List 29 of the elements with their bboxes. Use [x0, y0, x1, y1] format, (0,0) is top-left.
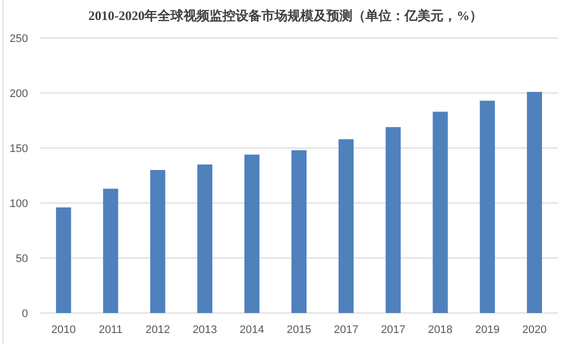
y-tick-label: 0 — [22, 308, 28, 320]
x-tick-label: 2011 — [98, 324, 122, 336]
x-tick-label: 2015 — [286, 324, 312, 336]
x-tick-label: 2014 — [240, 324, 264, 336]
x-tick-label: 2017 — [334, 324, 358, 336]
bar — [432, 112, 448, 313]
bar — [291, 150, 307, 313]
bar — [480, 100, 495, 313]
x-tick-label: 2012 — [145, 324, 170, 336]
bar — [103, 188, 118, 313]
bar — [386, 127, 401, 313]
x-tick-label: 2020 — [522, 324, 547, 336]
y-tick-label: 50 — [16, 253, 28, 265]
bar — [197, 164, 212, 313]
y-tick-label: 200 — [10, 88, 28, 100]
x-tick-label: 2017 — [380, 324, 406, 336]
bar — [244, 154, 260, 313]
x-tick-label: 2018 — [428, 324, 453, 336]
x-tick-label: 2013 — [192, 324, 218, 336]
x-tick-label: 2019 — [475, 324, 500, 336]
x-tick-label: 2010 — [51, 324, 76, 336]
bar — [150, 170, 166, 313]
bar — [56, 207, 72, 313]
y-tick-label: 150 — [10, 143, 28, 155]
chart-title: 2010-2020年全球视频监控设备市场规模及预测（单位：亿美元，%） — [88, 8, 483, 23]
y-tick-label: 100 — [10, 198, 28, 210]
bar — [526, 92, 542, 313]
y-tick-label: 250 — [10, 33, 28, 45]
bar — [338, 139, 354, 313]
